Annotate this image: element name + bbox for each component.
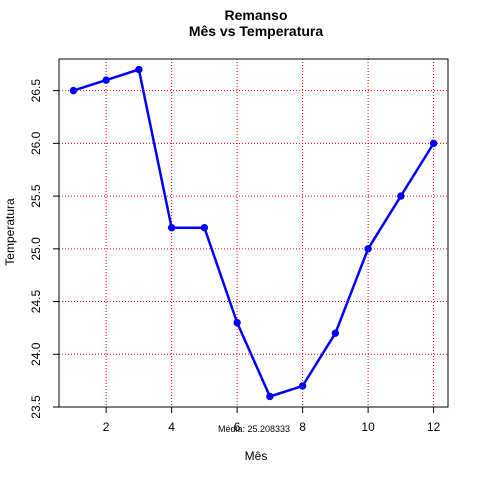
x-tick-label: 10 <box>361 420 375 434</box>
chart-title: Remanso <box>224 7 287 23</box>
data-point <box>200 224 209 232</box>
y-tick-label: 25.5 <box>29 184 43 208</box>
data-point <box>397 192 405 200</box>
y-tick-label: 24.0 <box>29 342 43 366</box>
y-tick-label: 26.5 <box>29 79 43 103</box>
x-tick-label: 2 <box>103 420 110 434</box>
x-axis: 2 4 6 8 10 12 <box>103 407 441 434</box>
x-tick-label: 8 <box>299 420 306 434</box>
data-point <box>233 318 241 327</box>
mean-annotation: Média: 25.208333 <box>218 424 290 434</box>
x-axis-label: Mês <box>245 449 268 463</box>
chart-subtitle: Mês vs Temperatura <box>189 23 324 39</box>
x-tick-label: 6 <box>234 420 241 434</box>
data-point <box>266 392 274 401</box>
x-tick-label: 4 <box>168 420 175 434</box>
data-point <box>167 224 176 232</box>
y-tick-label: 23.5 <box>29 395 43 419</box>
y-axis: 23.5 24.0 24.5 25.0 25.5 26.0 26.5 <box>29 79 59 419</box>
data-point <box>429 139 438 148</box>
data-point <box>364 245 372 253</box>
data-point <box>135 65 143 74</box>
grid <box>59 59 448 408</box>
plot-frame <box>58 58 449 408</box>
x-tick-label: 12 <box>427 420 441 434</box>
series-line <box>73 68 435 398</box>
data-point <box>331 329 340 337</box>
data-point <box>298 382 307 390</box>
data-point <box>69 86 78 95</box>
y-axis-label: Temperatura <box>3 198 17 266</box>
y-tick-label: 26.0 <box>29 131 43 155</box>
data-point <box>102 76 110 84</box>
series <box>69 65 438 401</box>
y-tick-label: 24.5 <box>29 290 43 314</box>
y-tick-label: 25.0 <box>29 237 43 261</box>
